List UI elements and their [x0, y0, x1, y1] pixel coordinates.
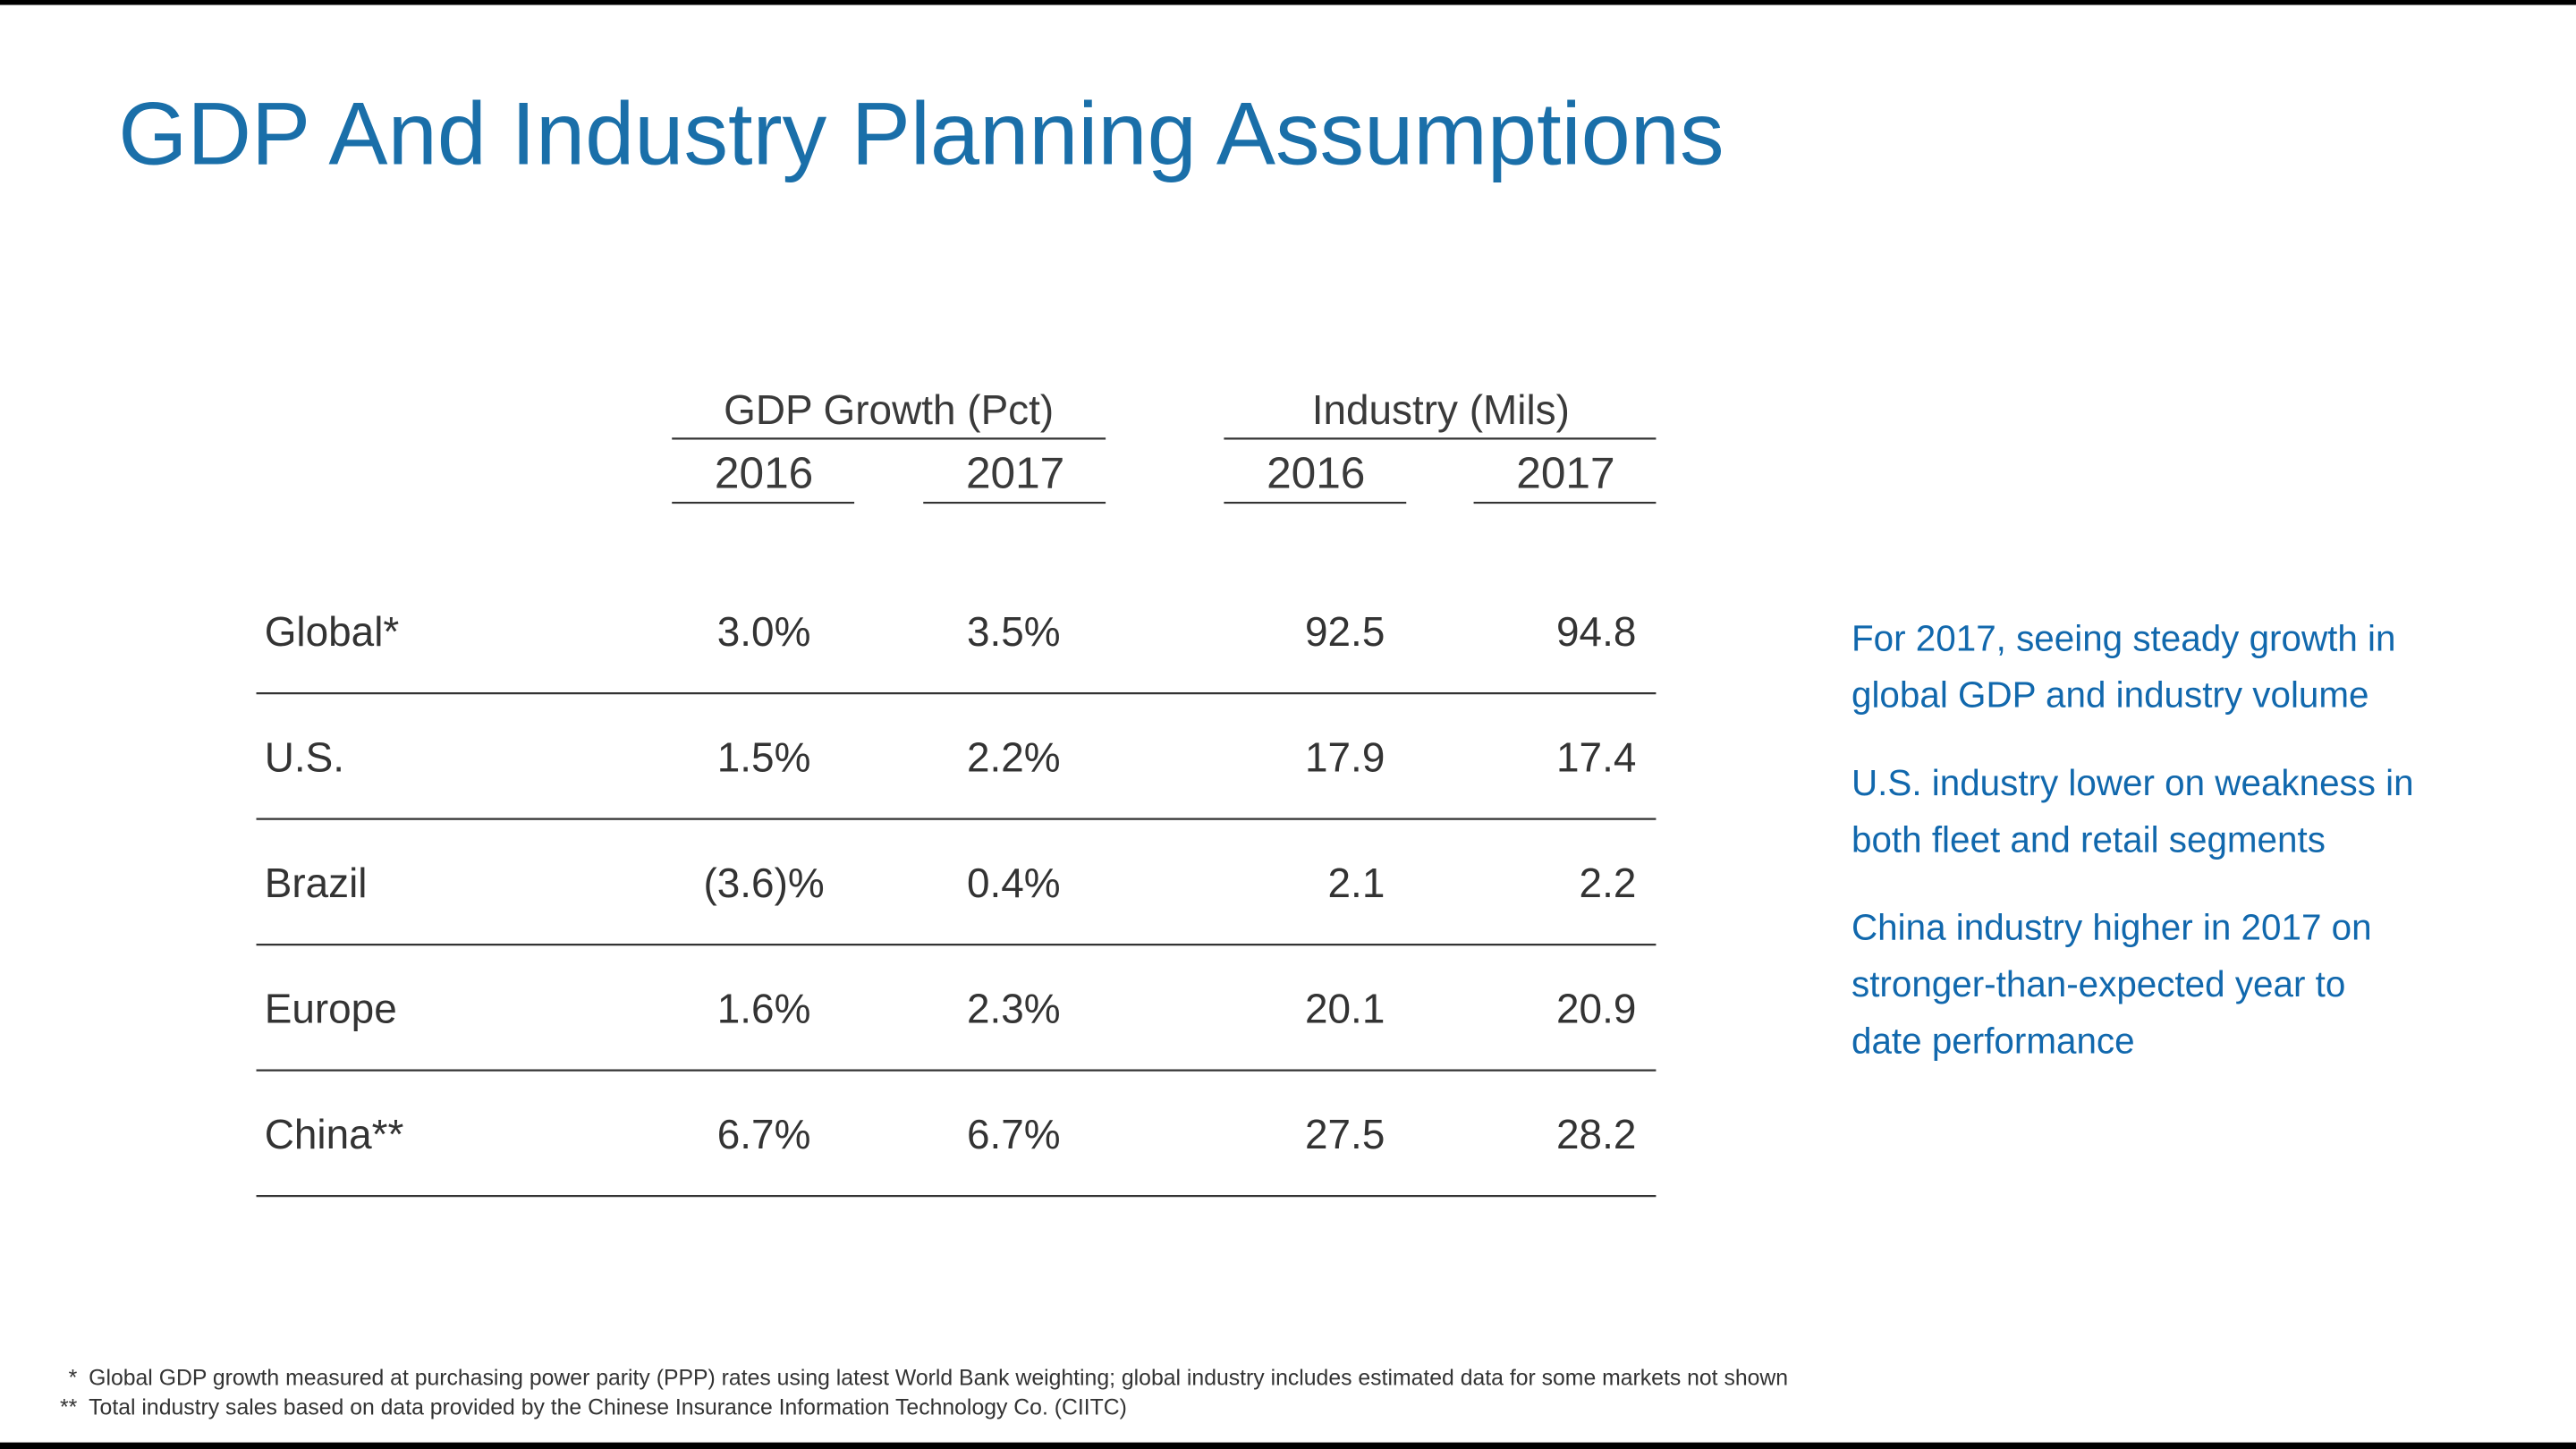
table-cell: 1.6%	[717, 985, 811, 1031]
group-header: GDP Growth (Pct)	[724, 386, 1054, 433]
table-cell: 17.9	[1305, 733, 1385, 780]
table-cell: 3.5%	[967, 608, 1061, 655]
table-cell: 1.5%	[717, 733, 811, 780]
table-cell: 0.4%	[967, 860, 1061, 906]
footnote-marker: *	[69, 1366, 78, 1390]
table-cell: (3.6)%	[703, 860, 824, 906]
row-label: Global*	[265, 608, 400, 655]
table-cell: 2.2%	[967, 733, 1061, 780]
slide-title: GDP And Industry Planning Assumptions	[118, 85, 1724, 184]
bullet-line: global GDP and industry volume	[1852, 674, 2369, 716]
footnote-marker: **	[60, 1395, 78, 1419]
bullet-line: U.S. industry lower on weakness in	[1852, 762, 2414, 803]
footnote-text: Total industry sales based on data provi…	[89, 1395, 1127, 1419]
bottom-bar	[0, 1442, 2576, 1449]
bullet-line: stronger-than-expected year to	[1852, 963, 2345, 1004]
table-cell: 2.2	[1580, 860, 1637, 906]
bullet-line: both fleet and retail segments	[1852, 818, 2326, 860]
row-label: Europe	[265, 985, 397, 1031]
table-cell: 28.2	[1556, 1111, 1636, 1157]
bullet-line: China industry higher in 2017 on	[1852, 907, 2372, 948]
top-bar	[0, 0, 2576, 5]
year-header: 2016	[715, 448, 813, 498]
table-cell: 2.3%	[967, 985, 1061, 1031]
row-label: U.S.	[265, 733, 344, 780]
row-label: China**	[265, 1111, 404, 1157]
table-cell: 3.0%	[717, 608, 811, 655]
table-cell: 27.5	[1305, 1111, 1385, 1157]
bullet-line: date performance	[1852, 1020, 2135, 1061]
table-cell: 6.7%	[967, 1111, 1061, 1157]
table-cell: 92.5	[1305, 608, 1385, 655]
table-cell: 20.1	[1305, 985, 1385, 1031]
bullet-line: For 2017, seeing steady growth in	[1852, 617, 2395, 658]
year-header: 2017	[1516, 448, 1614, 498]
year-header: 2016	[1267, 448, 1365, 498]
year-header: 2017	[966, 448, 1064, 498]
table-cell: 20.9	[1556, 985, 1636, 1031]
row-label: Brazil	[265, 860, 368, 906]
table-cell: 6.7%	[717, 1111, 811, 1157]
table-cell: 2.1	[1328, 860, 1385, 906]
table-cell: 17.4	[1556, 733, 1636, 780]
footnote-text: Global GDP growth measured at purchasing…	[89, 1366, 1788, 1390]
table-cell: 94.8	[1556, 608, 1636, 655]
group-header: Industry (Mils)	[1312, 386, 1570, 433]
